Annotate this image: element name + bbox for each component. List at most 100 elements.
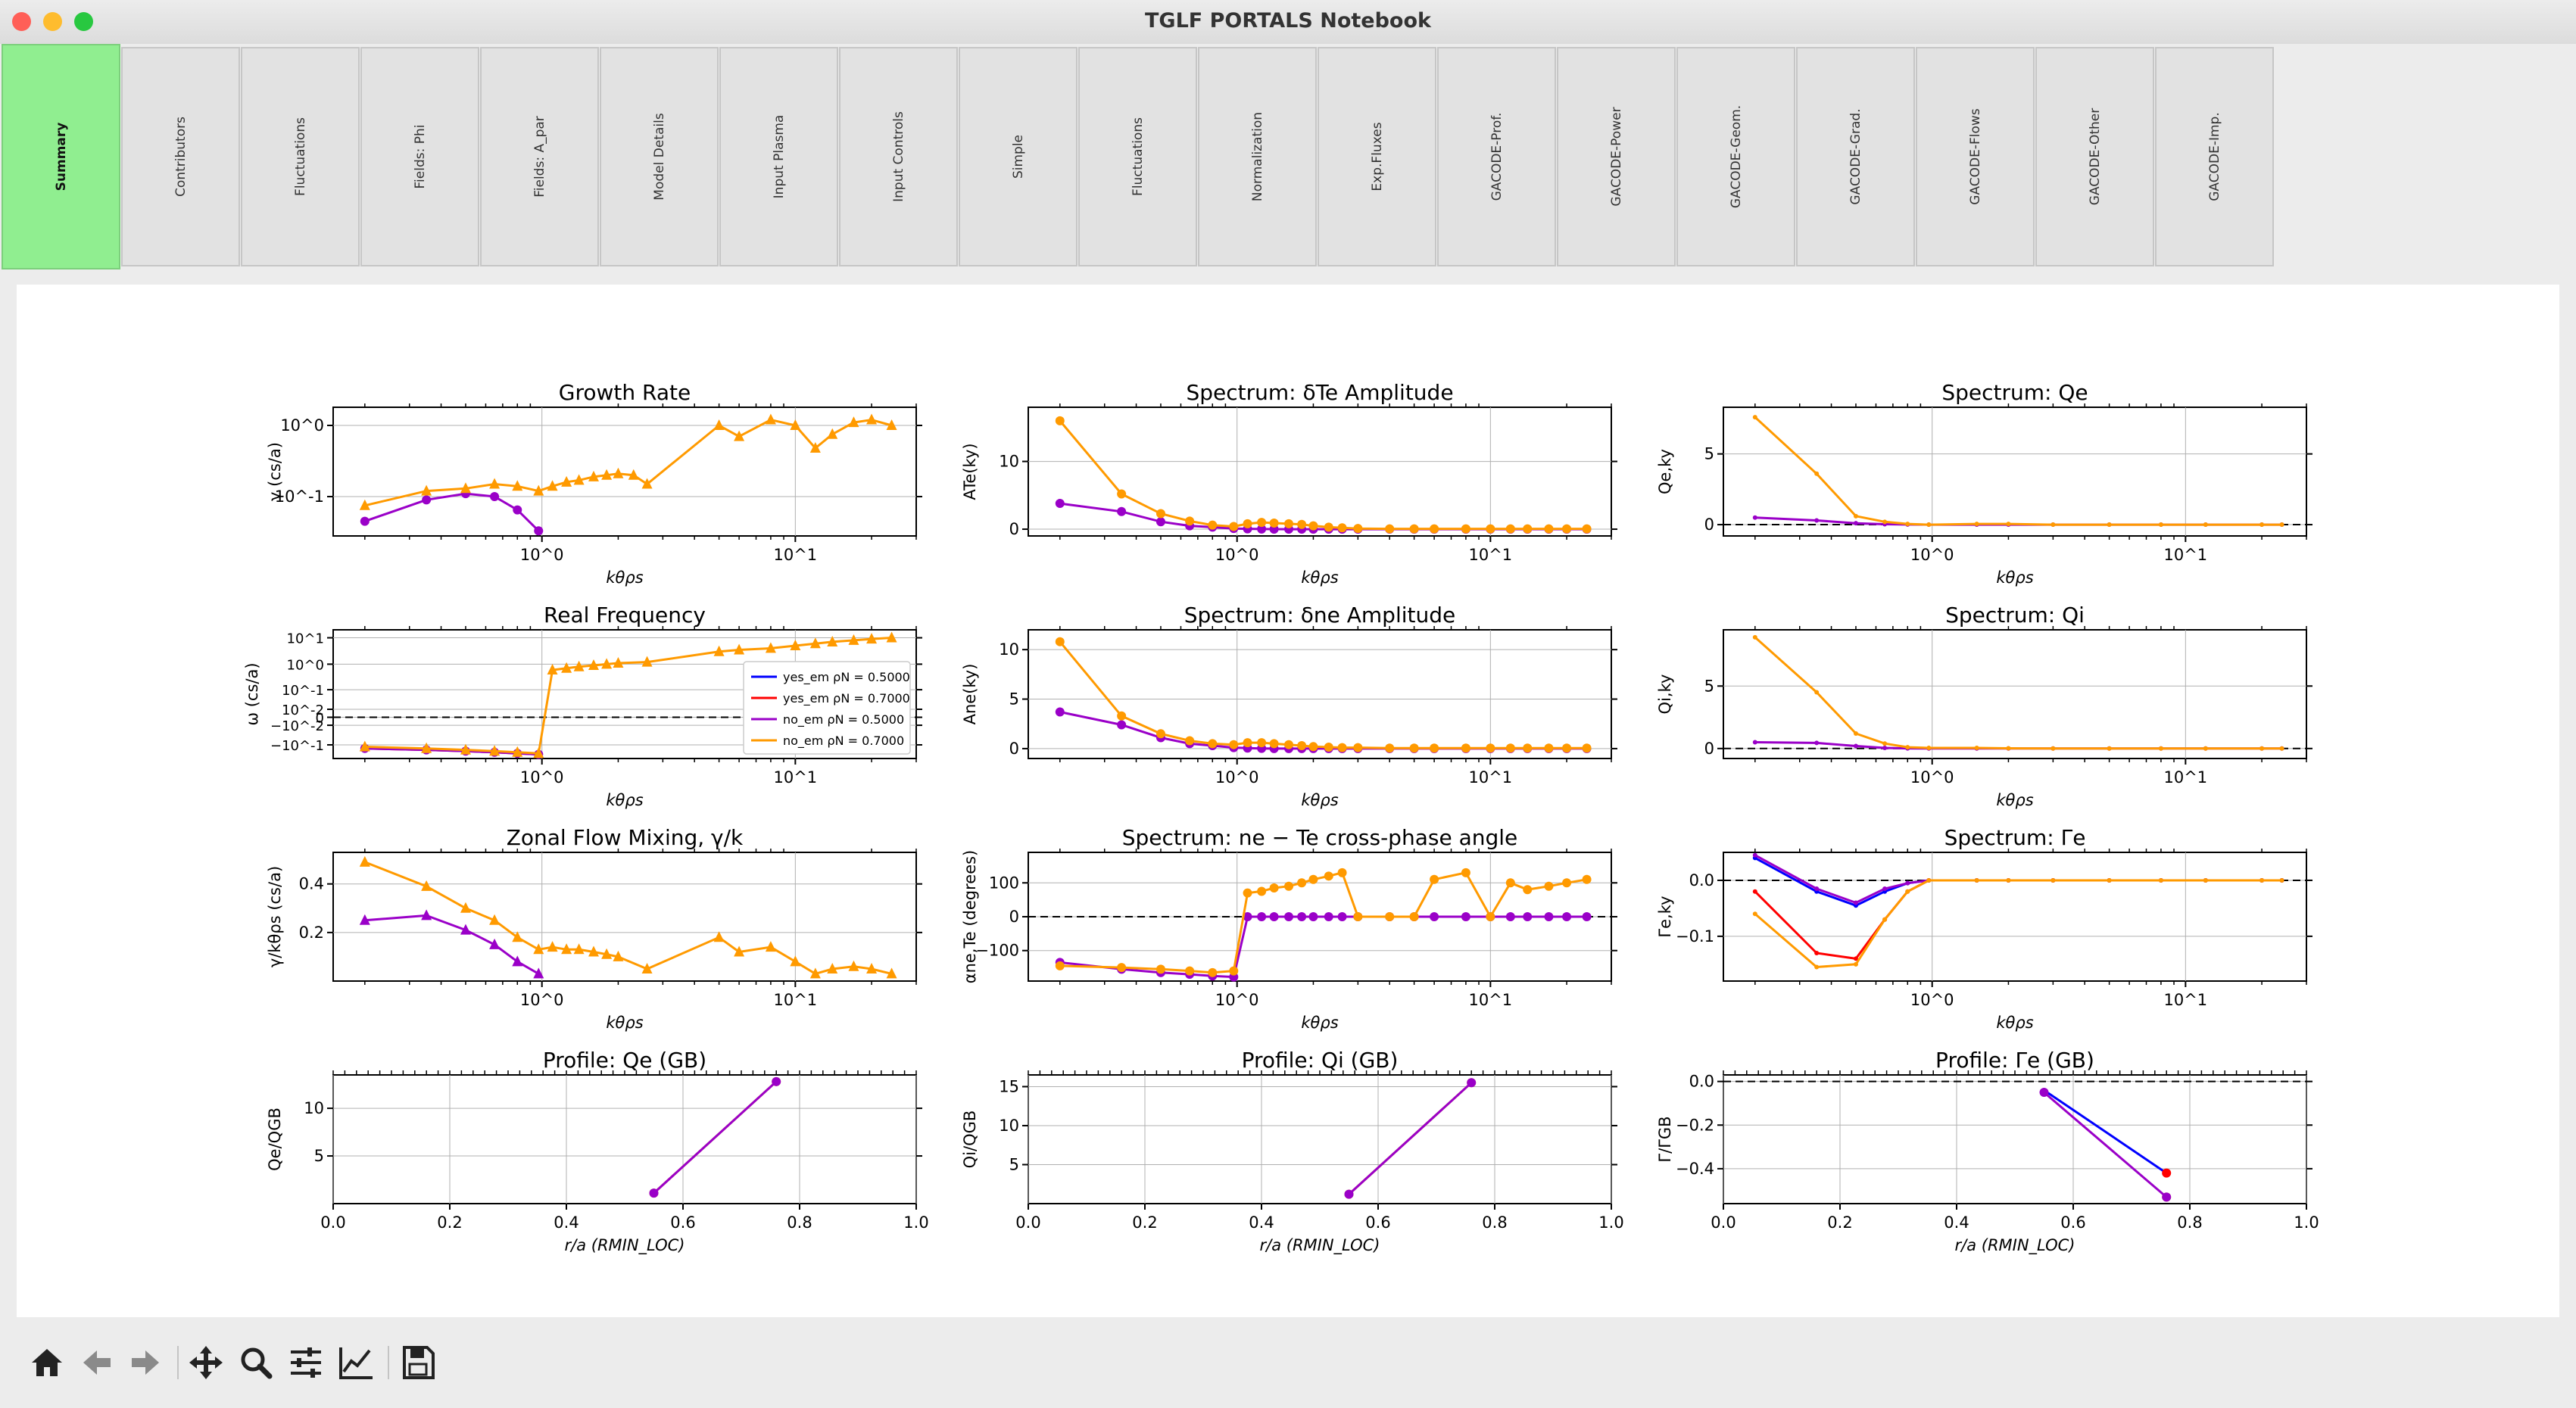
data-point <box>2006 522 2011 527</box>
y-tick-label: 10^-1 <box>275 488 324 506</box>
tab-simple[interactable]: Simple <box>959 47 1077 266</box>
tab-fields-phi[interactable]: Fields: Phi <box>360 47 479 266</box>
data-point <box>533 747 544 759</box>
data-point <box>359 855 370 867</box>
y-tick-label: 5 <box>1009 1155 1019 1173</box>
data-point <box>588 945 600 957</box>
tab-input-controls[interactable]: Input Controls <box>839 47 958 266</box>
minimize-window-button[interactable] <box>43 12 62 31</box>
x-axis-label: kθρs <box>606 1014 643 1032</box>
data-point <box>734 643 745 655</box>
data-point <box>1297 912 1307 921</box>
data-point <box>512 480 523 491</box>
data-point <box>1297 741 1307 750</box>
home-icon[interactable] <box>26 1341 68 1384</box>
data-point <box>2162 1192 2172 1202</box>
y-tick-label: 5 <box>1009 690 1019 709</box>
data-point <box>1353 912 1363 921</box>
figure-svg: 10^0 10^1 10^-1 10^0 Growth Rate kθρs γ (cs/a)… <box>243 380 2319 1255</box>
data-point <box>1461 743 1470 753</box>
configure-subplots-icon[interactable] <box>285 1341 327 1384</box>
chart-title: Spectrum: δne Amplitude <box>1184 603 1456 628</box>
x-axis-label: kθρs <box>1996 1014 2033 1032</box>
tab-model-details[interactable]: Model Details <box>600 47 719 266</box>
y-tick-label: 0 <box>1009 740 1019 758</box>
data-point <box>765 941 776 952</box>
data-point <box>1752 515 1757 520</box>
tab-gacode-power[interactable]: GACODE-Power <box>1557 47 1676 266</box>
chart-panel: 10^0 10^1 0 5 Spectrum: Qi kθρs Qi,ky <box>1656 603 2312 809</box>
data-point <box>2158 877 2163 883</box>
data-point <box>1324 742 1333 752</box>
data-point <box>1752 415 1757 420</box>
tab-input-plasma[interactable]: Input Plasma <box>719 47 838 266</box>
y-tick-label: −10^-2 <box>270 718 324 734</box>
tab-gacode-imp[interactable]: GACODE-Imp. <box>2155 47 2274 266</box>
data-point <box>1544 743 1554 753</box>
tab-gacode-prof[interactable]: GACODE-Prof. <box>1437 47 1556 266</box>
x-tick-label: 0.6 <box>670 1213 695 1232</box>
plot-area <box>1723 629 2307 759</box>
x-axis-label: kθρs <box>1301 568 1338 587</box>
data-point <box>1461 868 1470 877</box>
navigation-toolbar <box>0 1323 2576 1408</box>
x-axis-label: kθρs <box>606 791 643 809</box>
tab-contributors[interactable]: Contributors <box>121 47 240 266</box>
data-point <box>1974 745 1979 750</box>
data-point <box>809 967 821 979</box>
y-axis-label: γ (cs/a) <box>266 442 284 501</box>
pan-icon[interactable] <box>185 1341 227 1384</box>
forward-arrow-icon[interactable] <box>124 1341 167 1384</box>
data-point <box>1409 524 1419 534</box>
data-point <box>2259 522 2265 528</box>
tab-exp-fluxes[interactable]: Exp.Fluxes <box>1318 47 1436 266</box>
legend-label: yes_em ρN = 0.7000 <box>783 691 910 706</box>
legend-label: yes_em ρN = 0.5000 <box>783 670 910 685</box>
data-point <box>1269 912 1279 921</box>
y-tick-label: 10^-2 <box>282 702 324 718</box>
zoom-window-button[interactable] <box>74 12 93 31</box>
edit-axes-icon[interactable] <box>335 1341 377 1384</box>
save-icon[interactable] <box>397 1341 439 1384</box>
data-point <box>1505 878 1515 888</box>
zoom-icon[interactable] <box>235 1341 277 1384</box>
data-point <box>2203 877 2208 883</box>
data-point <box>1882 519 1888 525</box>
tab-fluctuations[interactable]: Fluctuations <box>241 47 360 266</box>
data-point <box>359 914 370 925</box>
data-point <box>460 743 471 755</box>
tab-fluctuations[interactable]: Fluctuations <box>1078 47 1197 266</box>
data-point <box>2203 746 2208 751</box>
x-tick-label: 0.2 <box>1132 1213 1157 1232</box>
tab-gacode-flows[interactable]: GACODE-Flows <box>1916 47 2035 266</box>
tab-label: GACODE-Flows <box>1967 108 1983 205</box>
close-window-button[interactable] <box>12 12 31 31</box>
x-axis-label: r/a (RMIN_LOC) <box>1955 1236 2075 1255</box>
tab-gacode-geom[interactable]: GACODE-Geom. <box>1676 47 1795 266</box>
data-point <box>1430 524 1439 534</box>
plot-area <box>1028 407 1612 537</box>
chart-panel: 0.0 0.2 0.4 0.6 0.8 1.0 5 10 15 Profile: Qi (GB) r… <box>961 1048 1624 1255</box>
tab-fields-a-par[interactable]: Fields: A_par <box>480 47 599 266</box>
x-tick-label: 1.0 <box>2294 1213 2319 1232</box>
tab-summary[interactable]: Summary <box>2 44 120 269</box>
chart-panel: 10^0 10^1 −100 0 100 Spectrum: ne − Te cross-… <box>961 825 1617 1032</box>
tab-normalization[interactable]: Normalization <box>1198 47 1317 266</box>
data-point <box>512 746 523 757</box>
tab-label: GACODE-Imp. <box>2206 112 2222 201</box>
data-point <box>601 948 613 959</box>
data-point <box>1974 522 1979 527</box>
data-point <box>1505 912 1515 921</box>
back-arrow-icon[interactable] <box>76 1341 118 1384</box>
data-point <box>1409 743 1419 753</box>
chart-panel: 10^0 10^1 0 10 Spectrum: δTe Amplitude kθρs AT… <box>961 380 1617 587</box>
y-tick-label: 0.4 <box>299 875 324 893</box>
figure-canvas[interactable]: 10^0 10^1 10^-1 10^0 Growth Rate kθρs γ (cs/a)… <box>17 285 2559 1317</box>
data-point <box>1505 524 1515 534</box>
tab-gacode-grad[interactable]: GACODE-Grad. <box>1796 47 1915 266</box>
tab-gacode-other[interactable]: GACODE-Other <box>2035 47 2154 266</box>
data-point <box>421 880 432 891</box>
data-point <box>1257 912 1267 921</box>
data-point <box>1155 517 1165 527</box>
data-point <box>421 484 432 496</box>
